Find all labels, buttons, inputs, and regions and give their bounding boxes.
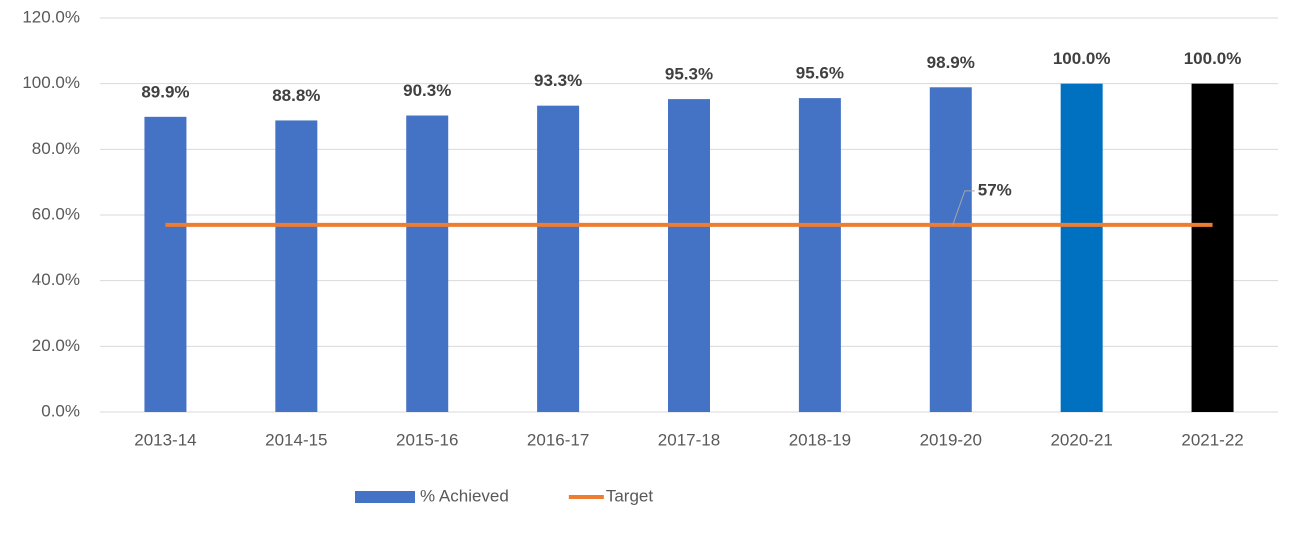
x-tick-label: 2021-22 xyxy=(1181,430,1243,449)
x-tick-label: 2013-14 xyxy=(134,430,196,449)
data-label: 100.0% xyxy=(1053,49,1111,68)
data-label: 93.3% xyxy=(534,71,582,90)
bar xyxy=(798,98,841,412)
x-tick-label: 2020-21 xyxy=(1050,430,1112,449)
y-tick-label: 0.0% xyxy=(41,401,80,420)
x-tick-label: 2018-19 xyxy=(789,430,851,449)
bar xyxy=(144,116,187,412)
data-label: 98.9% xyxy=(927,53,975,72)
bar xyxy=(1191,83,1234,413)
data-label: 57% xyxy=(978,180,1012,199)
bar xyxy=(406,115,449,412)
data-label: 90.3% xyxy=(403,81,451,100)
y-tick-label: 20.0% xyxy=(32,336,80,355)
x-tick-label: 2016-17 xyxy=(527,430,589,449)
y-tick-label: 60.0% xyxy=(32,204,80,223)
data-label: 100.0% xyxy=(1184,49,1242,68)
y-tick-label: 120.0% xyxy=(22,7,80,26)
legend-label: Target xyxy=(606,486,654,505)
x-tick-label: 2017-18 xyxy=(658,430,720,449)
x-tick-label: 2015-16 xyxy=(396,430,458,449)
bar xyxy=(929,87,972,413)
x-tick-label: 2014-15 xyxy=(265,430,327,449)
data-label: 95.3% xyxy=(665,65,713,84)
legend-swatch xyxy=(355,491,415,503)
legend-label: % Achieved xyxy=(420,486,509,505)
bar xyxy=(1060,83,1103,413)
bar xyxy=(275,120,318,412)
x-tick-label: 2019-20 xyxy=(920,430,982,449)
bar xyxy=(537,105,580,412)
y-tick-label: 80.0% xyxy=(32,139,80,158)
leader-line xyxy=(952,190,975,226)
y-tick-label: 40.0% xyxy=(32,270,80,289)
data-label: 89.9% xyxy=(141,82,189,101)
bar xyxy=(668,99,710,413)
data-label: 95.6% xyxy=(796,64,844,83)
data-label: 88.8% xyxy=(272,86,320,105)
y-tick-label: 100.0% xyxy=(22,73,80,92)
